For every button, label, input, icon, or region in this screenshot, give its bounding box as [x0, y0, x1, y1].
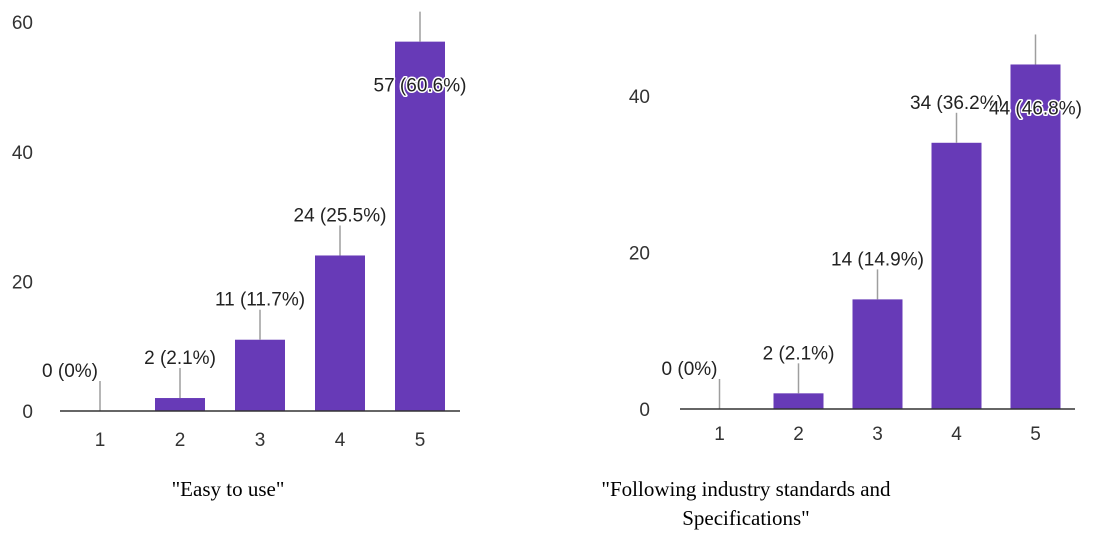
y-tick-label: 0	[22, 402, 33, 423]
data-label: 57 (60.6%)	[374, 76, 467, 97]
x-tick-label: 3	[872, 424, 883, 445]
x-tick-label: 5	[1030, 424, 1041, 445]
chart-caption-easy-to-use: "Easy to use"	[172, 477, 285, 501]
data-label: 34 (36.2%)	[910, 93, 1003, 114]
chart-caption-industry-standards-line-2: Specifications"	[682, 506, 810, 530]
data-label: 44 (46.8%)	[989, 98, 1082, 119]
bar	[395, 41, 445, 411]
chart-caption-industry-standards-line-1: "Following industry standards and	[601, 477, 891, 501]
x-tick-label: 5	[415, 430, 426, 451]
bar	[315, 255, 365, 411]
y-tick-label: 20	[629, 243, 650, 264]
data-label: 0 (0%)	[662, 359, 718, 380]
data-label: 11 (11.7%)	[215, 290, 305, 311]
y-tick-label: 40	[12, 143, 33, 164]
data-label: 2 (2.1%)	[763, 343, 835, 364]
bar	[155, 398, 205, 411]
x-tick-label: 2	[175, 430, 186, 451]
data-label: 24 (25.5%)	[294, 205, 387, 226]
x-tick-label: 1	[95, 430, 106, 451]
bar	[931, 142, 982, 409]
y-tick-label: 0	[639, 400, 650, 421]
x-tick-label: 4	[951, 424, 962, 445]
bar	[235, 339, 285, 411]
y-tick-label: 20	[12, 272, 33, 293]
data-label: 0 (0%)	[42, 361, 98, 382]
industry-standards-chart: 0 20 40 0 (0%) 1 2 (2.1%) 2 14 (14.9%) 3 34 (36.2…	[629, 34, 1083, 445]
easy-to-use-chart: 0 20 40 60 0 (0%) 1 2 (2.1%) 2 11 (11.7%) 3 24 (25…	[12, 11, 468, 451]
data-label: 2 (2.1%)	[144, 348, 216, 369]
bar	[773, 393, 824, 409]
x-tick-label: 2	[793, 424, 804, 445]
x-tick-label: 4	[335, 430, 346, 451]
x-tick-label: 3	[255, 430, 266, 451]
y-tick-label: 40	[629, 87, 650, 108]
y-tick-label: 60	[12, 13, 33, 34]
data-label: 14 (14.9%)	[831, 249, 924, 270]
bar	[852, 299, 903, 409]
x-tick-label: 1	[714, 424, 725, 445]
bar	[1010, 64, 1061, 409]
